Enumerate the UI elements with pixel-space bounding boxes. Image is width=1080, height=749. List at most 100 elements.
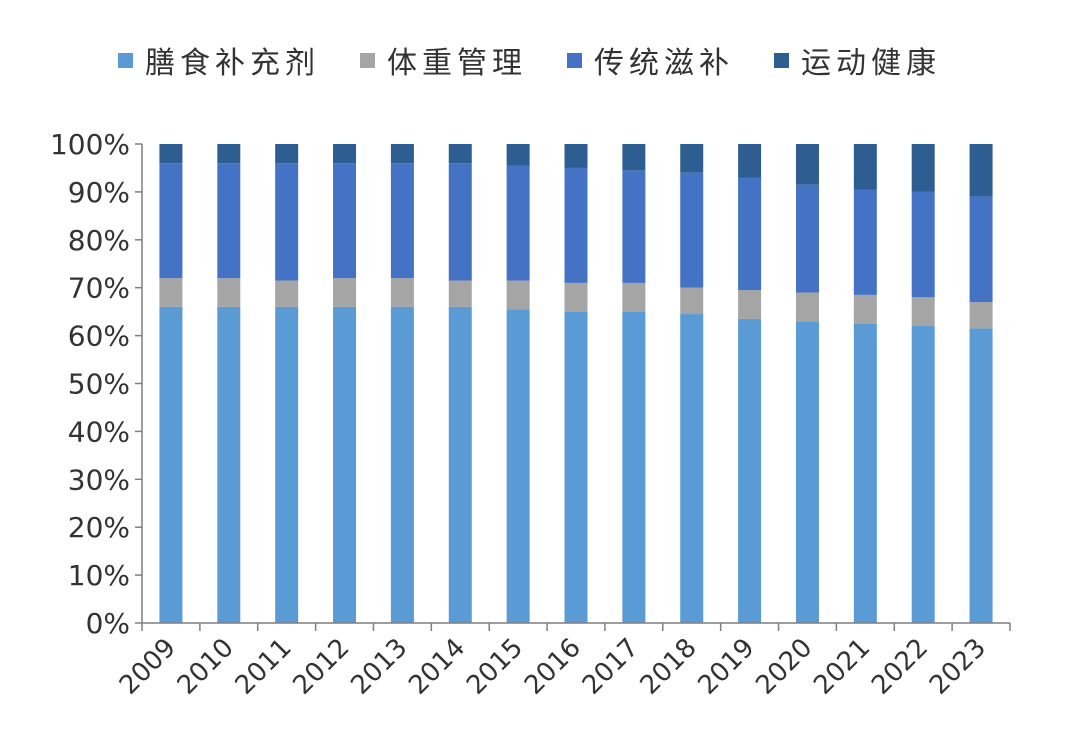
x-tick-label-2021: 2021	[808, 633, 876, 701]
bar-segment-2010-series-1	[217, 278, 241, 307]
legend-label: 传统滋补	[594, 46, 734, 81]
x-tick-label-2016: 2016	[519, 633, 587, 701]
bar-segment-2014-series-3	[448, 144, 472, 164]
y-tick-label: 90%	[68, 176, 130, 209]
bar-segment-2011-series-2	[275, 163, 299, 281]
bar-segment-2018-series-2	[680, 172, 704, 288]
bar-segment-2017-series-3	[622, 144, 646, 171]
x-tick-label-2014: 2014	[403, 633, 471, 701]
bar-segment-2020-series-2	[795, 184, 819, 293]
legend-label: 膳食补充剂	[145, 46, 320, 81]
y-tick-label: 0%	[86, 607, 130, 640]
x-tick-label-2022: 2022	[866, 633, 934, 701]
bar-segment-2013-series-1	[390, 278, 414, 307]
x-tick-label-2017: 2017	[577, 633, 645, 701]
legend-swatch	[118, 52, 133, 68]
legend-swatch	[567, 52, 582, 68]
bar-segment-2010-series-3	[217, 144, 241, 164]
x-tick-label-2018: 2018	[635, 633, 703, 701]
bar-segment-2016-series-0	[564, 311, 588, 623]
x-tick-label-2019: 2019	[693, 633, 761, 701]
bar-segment-2017-series-0	[622, 311, 646, 623]
x-tick-label-2012: 2012	[287, 633, 355, 701]
bar-segment-2020-series-1	[795, 292, 819, 322]
x-tick-label-2009: 2009	[114, 633, 182, 701]
bar-segment-2023-series-2	[969, 196, 993, 303]
y-tick-label: 10%	[68, 559, 130, 592]
bar-segment-2023-series-0	[969, 328, 993, 623]
bar-segment-2020-series-0	[795, 321, 819, 623]
bar-segment-2022-series-3	[911, 144, 935, 192]
bar-segment-2016-series-1	[564, 282, 588, 312]
bar-segment-2013-series-0	[390, 306, 414, 623]
y-tick-label: 50%	[68, 368, 130, 401]
bar-segment-2019-series-3	[738, 144, 762, 178]
bars-layer	[159, 144, 993, 624]
bar-segment-2012-series-0	[333, 306, 357, 623]
legend: 膳食补充剂 体重管理 传统滋补 运动健康	[118, 38, 981, 82]
bar-segment-2021-series-1	[853, 294, 877, 324]
legend-label: 体重管理	[387, 46, 527, 81]
legend-item-weight-management: 体重管理	[360, 38, 527, 82]
y-tick-label: 20%	[68, 511, 130, 544]
legend-swatch	[360, 52, 375, 68]
legend-label: 运动健康	[801, 46, 941, 81]
bar-segment-2016-series-3	[564, 144, 588, 168]
y-tick-label: 40%	[68, 415, 130, 448]
bar-segment-2023-series-3	[969, 144, 993, 197]
legend-item-dietary-supplements: 膳食补充剂	[118, 38, 320, 82]
y-tick-label: 80%	[68, 224, 130, 257]
bar-segment-2018-series-1	[680, 287, 704, 315]
bar-segment-2022-series-1	[911, 297, 935, 327]
y-tick-label: 70%	[68, 272, 130, 305]
bar-segment-2009-series-1	[159, 278, 183, 307]
bar-segment-2012-series-1	[333, 278, 357, 307]
bar-segment-2012-series-2	[333, 163, 357, 279]
bar-segment-2022-series-0	[911, 326, 935, 623]
x-tick-label-2010: 2010	[172, 633, 240, 701]
bar-segment-2017-series-1	[622, 282, 646, 312]
bar-segment-2009-series-2	[159, 163, 183, 279]
y-tick-label: 100%	[50, 128, 130, 161]
bar-segment-2018-series-0	[680, 314, 704, 623]
y-tick-label: 60%	[68, 320, 130, 353]
bar-segment-2019-series-2	[738, 177, 762, 291]
x-tick-label-2015: 2015	[461, 633, 529, 701]
bar-segment-2019-series-0	[738, 318, 762, 623]
bar-segment-2021-series-2	[853, 189, 877, 295]
bar-segment-2023-series-1	[969, 302, 993, 329]
bar-segment-2012-series-3	[333, 144, 357, 164]
bar-segment-2015-series-1	[506, 280, 530, 310]
bar-segment-2021-series-0	[853, 323, 877, 624]
bar-segment-2015-series-0	[506, 309, 530, 623]
bar-segment-2010-series-0	[217, 306, 241, 623]
bar-segment-2016-series-2	[564, 167, 588, 283]
legend-swatch	[774, 52, 789, 68]
bar-segment-2014-series-0	[448, 306, 472, 623]
bar-segment-2010-series-2	[217, 163, 241, 279]
x-tick-label-2013: 2013	[345, 633, 413, 701]
y-tick-label: 30%	[68, 463, 130, 496]
bar-segment-2011-series-1	[275, 280, 299, 307]
x-tick-label-2023: 2023	[924, 633, 992, 701]
bar-segment-2022-series-2	[911, 191, 935, 298]
bar-segment-2020-series-3	[795, 144, 819, 185]
bar-segment-2014-series-1	[448, 280, 472, 307]
bar-segment-2019-series-1	[738, 290, 762, 319]
legend-item-sports-health: 运动健康	[774, 38, 941, 82]
x-tick-label-2020: 2020	[750, 633, 818, 701]
legend-item-traditional-tonics: 传统滋补	[567, 38, 734, 82]
bar-segment-2009-series-3	[159, 144, 183, 164]
bar-segment-2013-series-2	[390, 163, 414, 279]
bar-segment-2017-series-2	[622, 170, 646, 283]
bar-segment-2014-series-2	[448, 163, 472, 281]
bar-segment-2018-series-3	[680, 144, 704, 173]
bar-segment-2011-series-3	[275, 144, 299, 164]
bar-segment-2009-series-0	[159, 306, 183, 623]
bar-segment-2015-series-2	[506, 165, 530, 281]
bar-segment-2015-series-3	[506, 144, 530, 166]
x-tick-label-2011: 2011	[230, 633, 298, 701]
bar-segment-2011-series-0	[275, 306, 299, 623]
bar-segment-2021-series-3	[853, 144, 877, 190]
